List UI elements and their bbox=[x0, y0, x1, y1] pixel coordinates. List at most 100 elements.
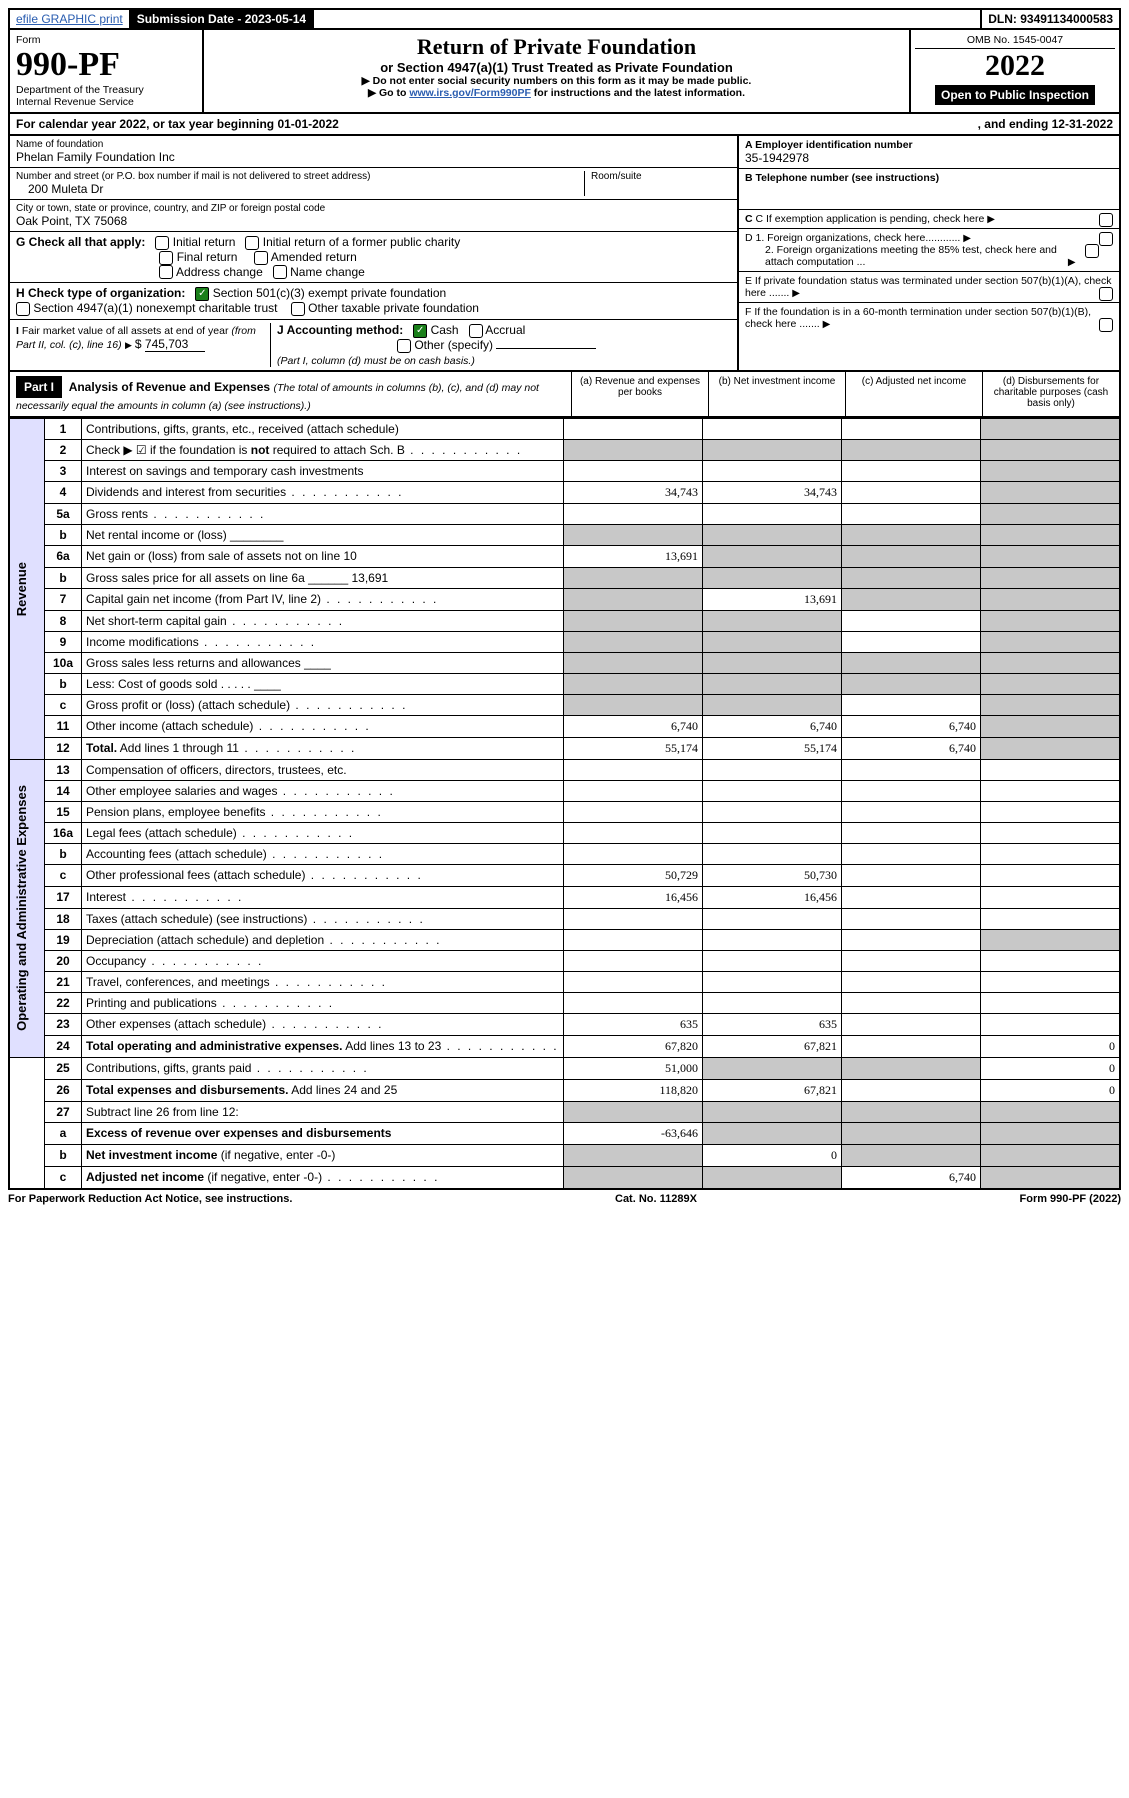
chk-name-change[interactable] bbox=[273, 265, 287, 279]
line-number: c bbox=[45, 864, 82, 886]
table-row: cAdjusted net income (if negative, enter… bbox=[9, 1166, 1120, 1189]
line-description: Gross sales less returns and allowances … bbox=[82, 652, 564, 673]
chk-4947[interactable] bbox=[16, 302, 30, 316]
cell-a: 50,729 bbox=[564, 864, 703, 886]
table-row: bNet rental income or (loss) ________ bbox=[9, 524, 1120, 545]
cell-a: 51,000 bbox=[564, 1057, 703, 1079]
table-row: 20Occupancy bbox=[9, 950, 1120, 971]
table-row: cOther professional fees (attach schedul… bbox=[9, 864, 1120, 886]
cell-c bbox=[842, 694, 981, 715]
line-description: Net short-term capital gain bbox=[82, 610, 564, 631]
cell-b: 55,174 bbox=[703, 737, 842, 759]
line-number: 3 bbox=[45, 460, 82, 481]
chk-d1[interactable] bbox=[1099, 232, 1113, 246]
cell-c bbox=[842, 545, 981, 567]
cell-b bbox=[703, 992, 842, 1013]
cell-a bbox=[564, 673, 703, 694]
cell-a bbox=[564, 929, 703, 950]
line-description: Pension plans, employee benefits bbox=[82, 801, 564, 822]
line-description: Interest on savings and temporary cash i… bbox=[82, 460, 564, 481]
chk-other-taxable[interactable] bbox=[291, 302, 305, 316]
line-description: Adjusted net income (if negative, enter … bbox=[82, 1166, 564, 1189]
chk-e[interactable] bbox=[1099, 287, 1113, 301]
top-bar: efile GRAPHIC print Submission Date - 20… bbox=[8, 8, 1121, 30]
line-number: 1 bbox=[45, 418, 82, 439]
cell-c bbox=[842, 588, 981, 610]
cell-c bbox=[842, 1013, 981, 1035]
line-number: 14 bbox=[45, 780, 82, 801]
footer-right: Form 990-PF (2022) bbox=[1020, 1193, 1121, 1205]
c-check: C C If exemption application is pending,… bbox=[739, 210, 1119, 229]
line-number: 21 bbox=[45, 971, 82, 992]
line-number: 24 bbox=[45, 1035, 82, 1057]
line-description: Other income (attach schedule) bbox=[82, 715, 564, 737]
cell-a bbox=[564, 567, 703, 588]
table-row: 15Pension plans, employee benefits bbox=[9, 801, 1120, 822]
chk-501c3[interactable] bbox=[195, 287, 209, 301]
cell-a bbox=[564, 1166, 703, 1189]
line-number: 15 bbox=[45, 801, 82, 822]
cell-d bbox=[981, 780, 1121, 801]
cell-c bbox=[842, 460, 981, 481]
line-number: 8 bbox=[45, 610, 82, 631]
cell-b bbox=[703, 673, 842, 694]
cell-c bbox=[842, 1144, 981, 1166]
chk-initial-return[interactable] bbox=[155, 236, 169, 250]
cell-d bbox=[981, 886, 1121, 908]
cell-c bbox=[842, 929, 981, 950]
line-number: b bbox=[45, 843, 82, 864]
table-row: 12Total. Add lines 1 through 1155,17455,… bbox=[9, 737, 1120, 759]
line-number: a bbox=[45, 1122, 82, 1144]
col-a-header: (a) Revenue and expenses per books bbox=[571, 372, 708, 416]
cell-d bbox=[981, 673, 1121, 694]
cell-c bbox=[842, 801, 981, 822]
line-number: 10a bbox=[45, 652, 82, 673]
address: 200 Muleta Dr bbox=[16, 182, 584, 196]
line-description: Occupancy bbox=[82, 950, 564, 971]
chk-cash[interactable] bbox=[413, 324, 427, 338]
revenue-side-label: Revenue bbox=[14, 562, 29, 616]
line-description: Printing and publications bbox=[82, 992, 564, 1013]
form-title: Return of Private Foundation bbox=[208, 34, 905, 60]
cell-a: 55,174 bbox=[564, 737, 703, 759]
chk-amended[interactable] bbox=[254, 251, 268, 265]
cell-a: -63,646 bbox=[564, 1122, 703, 1144]
foundation-name-label: Name of foundation bbox=[16, 139, 731, 150]
line-description: Gross profit or (loss) (attach schedule) bbox=[82, 694, 564, 715]
chk-initial-former[interactable] bbox=[245, 236, 259, 250]
line-description: Net investment income (if negative, ente… bbox=[82, 1144, 564, 1166]
line-description: Legal fees (attach schedule) bbox=[82, 822, 564, 843]
chk-final-return[interactable] bbox=[159, 251, 173, 265]
table-row: 25Contributions, gifts, grants paid51,00… bbox=[9, 1057, 1120, 1079]
cell-c: 6,740 bbox=[842, 737, 981, 759]
line-number: 4 bbox=[45, 481, 82, 503]
cell-d bbox=[981, 567, 1121, 588]
table-row: 5aGross rents bbox=[9, 503, 1120, 524]
irs-link[interactable]: www.irs.gov/Form990PF bbox=[409, 87, 531, 99]
line-description: Total. Add lines 1 through 11 bbox=[82, 737, 564, 759]
cell-d bbox=[981, 1013, 1121, 1035]
table-row: 11Other income (attach schedule)6,7406,7… bbox=[9, 715, 1120, 737]
line-number: 12 bbox=[45, 737, 82, 759]
cell-a bbox=[564, 1101, 703, 1122]
cell-c bbox=[842, 886, 981, 908]
chk-address-change[interactable] bbox=[159, 265, 173, 279]
footer-mid: Cat. No. 11289X bbox=[615, 1193, 697, 1205]
chk-accrual[interactable] bbox=[469, 324, 483, 338]
cell-b bbox=[703, 1166, 842, 1189]
efile-link[interactable]: efile GRAPHIC print bbox=[10, 10, 131, 28]
cell-c bbox=[842, 1035, 981, 1057]
form-number: 990-PF bbox=[16, 46, 196, 84]
cell-d bbox=[981, 801, 1121, 822]
cell-d bbox=[981, 992, 1121, 1013]
chk-d2[interactable] bbox=[1085, 244, 1099, 258]
chk-other-method[interactable] bbox=[397, 339, 411, 353]
chk-f[interactable] bbox=[1099, 318, 1113, 332]
table-row: 21Travel, conferences, and meetings bbox=[9, 971, 1120, 992]
chk-c[interactable] bbox=[1099, 213, 1113, 227]
cell-b bbox=[703, 908, 842, 929]
form-header: Form 990-PF Department of the Treasury I… bbox=[8, 30, 1121, 114]
page-footer: For Paperwork Reduction Act Notice, see … bbox=[8, 1190, 1121, 1205]
col-d-header: (d) Disbursements for charitable purpose… bbox=[982, 372, 1119, 416]
tel-label: B Telephone number (see instructions) bbox=[745, 172, 1113, 184]
